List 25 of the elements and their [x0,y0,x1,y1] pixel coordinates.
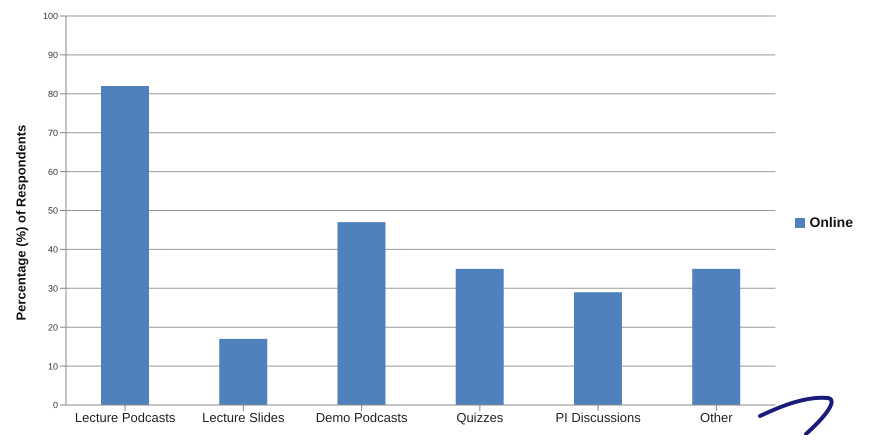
y-tick-label: 50 [48,206,58,216]
bar [692,268,740,405]
x-tick-label: Quizzes [456,410,504,426]
y-axis-title: Percentage (%) of Respondents [14,124,29,320]
y-tick-label: 70 [48,128,58,138]
y-tick-label: 60 [48,166,58,177]
x-tick-label: PI Discussions [555,410,642,426]
y-tick-label: 90 [48,50,58,60]
bar [219,338,268,405]
x-tick-label: Lecture Slides [202,410,286,426]
y-tick-label: 0 [52,400,58,410]
x-tick-label: Demo Podcasts [316,410,408,426]
y-tick-label: 20 [48,322,58,332]
y-tick-label: 30 [48,283,58,294]
y-tick-label: 100 [42,11,58,22]
y-tick-label: 40 [48,244,58,255]
x-tick-label: Other [700,410,734,426]
y-tick-label: 10 [48,361,58,372]
bar [101,86,149,405]
bar [456,268,504,405]
bar [574,292,622,405]
y-tick-label: 80 [48,88,58,99]
bar [337,222,386,405]
legend-label: Online [809,214,853,230]
x-tick-label: Lecture Podcasts [74,410,176,426]
